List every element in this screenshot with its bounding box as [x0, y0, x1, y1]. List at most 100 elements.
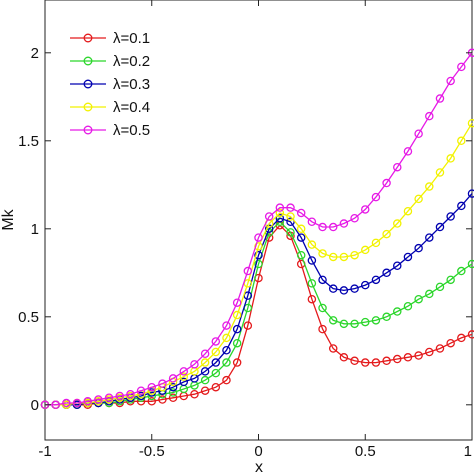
data-point [307, 279, 317, 288]
data-point [457, 62, 466, 72]
x-axis: -1 -0.5 0 0.5 1 [38, 0, 473, 460]
data-point [62, 398, 71, 408]
data-point [200, 358, 210, 367]
data-point [350, 284, 359, 293]
data-point [435, 282, 445, 292]
x-tick-label: 0.5 [355, 443, 376, 460]
data-point [435, 344, 445, 353]
data-point [393, 307, 402, 316]
data-point [435, 222, 445, 232]
data-point [350, 213, 359, 223]
data-point [446, 338, 455, 348]
data-point [339, 353, 349, 362]
legend-label: λ=0.3 [113, 76, 150, 93]
data-point [115, 391, 124, 401]
y-tick-label: 2 [31, 45, 39, 62]
data-point [328, 344, 338, 353]
data-point [318, 275, 327, 285]
data-point [286, 203, 295, 212]
data-series-group [40, 48, 474, 410]
x-tick-label: 1 [464, 443, 472, 460]
data-point [168, 393, 178, 403]
data-point [403, 252, 413, 262]
data-point [467, 189, 474, 198]
data-point [254, 233, 263, 242]
legend-swatch-marker [83, 125, 93, 135]
legend-swatch-marker [83, 56, 93, 66]
data-point [446, 275, 455, 285]
data-point [136, 386, 146, 395]
data-point [211, 358, 221, 367]
data-point [457, 136, 466, 146]
plot-area [44, 0, 473, 441]
data-point [222, 375, 231, 385]
data-point [446, 154, 455, 163]
data-point [371, 275, 381, 285]
data-point [360, 280, 370, 290]
data-point [371, 358, 381, 367]
data-point [350, 250, 359, 260]
data-point [328, 252, 338, 262]
legend-label: λ=0.4 [113, 99, 150, 116]
data-point [360, 317, 370, 327]
data-point [350, 356, 359, 366]
data-point [296, 250, 306, 260]
data-point [318, 303, 327, 313]
data-point [222, 345, 231, 355]
data-point [232, 338, 242, 348]
data-point [467, 118, 474, 128]
data-point [168, 382, 178, 392]
data-point [318, 249, 327, 258]
data-point [147, 382, 156, 392]
data-point [104, 393, 114, 403]
data-point [425, 111, 434, 121]
legend-swatch-marker [83, 33, 93, 43]
data-point [339, 219, 349, 228]
data-point [328, 222, 338, 232]
y-axis-label: Mk [0, 208, 17, 230]
data-point [328, 284, 338, 293]
data-point [435, 94, 445, 103]
data-point [307, 294, 317, 304]
data-point [425, 182, 434, 191]
data-point [296, 233, 306, 242]
data-point [371, 238, 381, 248]
data-point [51, 400, 60, 410]
data-point [232, 310, 242, 320]
data-point [275, 203, 285, 212]
data-point [94, 395, 103, 404]
data-point [307, 240, 317, 249]
y-tick-label: 0.5 [18, 309, 39, 326]
data-point [286, 217, 295, 227]
x-tick-label: -1 [38, 443, 51, 460]
data-point [158, 379, 167, 388]
data-point [318, 222, 327, 232]
data-point [296, 224, 306, 234]
data-point [350, 319, 359, 329]
data-point [211, 347, 221, 357]
data-point [211, 368, 221, 378]
data-point [286, 212, 295, 221]
data-point [254, 242, 263, 251]
data-point [382, 268, 391, 278]
data-point [414, 194, 423, 204]
data-point [126, 389, 135, 399]
data-point [179, 377, 189, 387]
data-point [200, 367, 210, 376]
data-point [382, 356, 391, 366]
legend-label: λ=0.1 [113, 30, 150, 47]
data-point [339, 252, 349, 262]
data-point [179, 367, 189, 376]
data-point [393, 261, 402, 271]
data-point [457, 201, 466, 211]
x-axis-label: x [255, 459, 263, 474]
data-point [360, 245, 370, 255]
y-tick-label: 1.5 [18, 133, 39, 150]
data-point [371, 192, 381, 202]
data-point [190, 389, 199, 399]
data-point [232, 298, 242, 307]
x-tick-label: -0.5 [139, 443, 165, 460]
y-tick-label: 0 [31, 397, 39, 414]
data-point [243, 266, 253, 276]
